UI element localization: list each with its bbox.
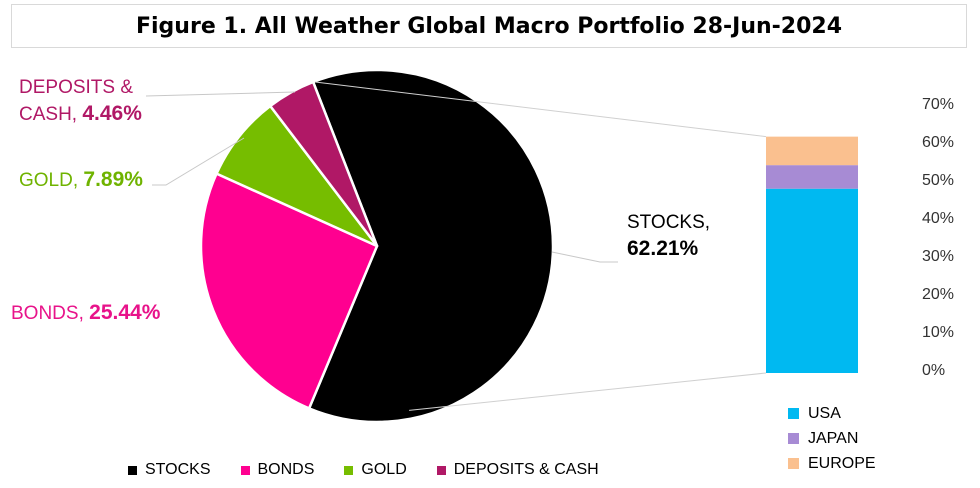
y-tick-label: 40% [922, 210, 955, 227]
bar-segment-usa [766, 188, 858, 373]
legend-label-japan: JAPAN [808, 429, 859, 447]
legend-label-bonds: BONDS [257, 461, 315, 478]
leader-line-gold [152, 137, 245, 186]
label-gold: GOLD, 7.89% [19, 167, 143, 194]
legend-swatch-gold [344, 465, 354, 475]
label-bonds-value: 25.44% [89, 301, 161, 324]
y-tick-label: 70% [922, 96, 955, 113]
legend-item-bonds: BONDS [240, 461, 315, 479]
label-deposits-value: 4.46% [82, 102, 142, 125]
legend-item-europe: EUROPE [788, 451, 876, 476]
bar-legend: USA JAPAN EUROPE [788, 401, 876, 476]
y-tick-label: 10% [922, 324, 955, 341]
label-stocks-value: 62.21% [627, 237, 699, 260]
legend-swatch-japan [788, 433, 799, 444]
label-stocks-name: STOCKS, [627, 212, 711, 233]
legend-swatch-europe [788, 458, 799, 469]
y-tick-label: 20% [922, 286, 955, 303]
legend-label-gold: GOLD [361, 461, 407, 478]
title-box: Figure 1. All Weather Global Macro Portf… [11, 4, 967, 48]
legend-swatch-stocks [128, 465, 137, 475]
legend-swatch-deposits [436, 465, 446, 475]
leader-line-stocks [551, 251, 618, 263]
label-deposits-name-2: CASH, [19, 104, 78, 125]
connector-line-top [315, 81, 767, 138]
leader-line-deposits [145, 91, 296, 97]
y-tick-label: 50% [922, 172, 955, 189]
y-tick-label: 30% [922, 248, 955, 265]
label-deposits: DEPOSITS & CASH, 4.46% [19, 75, 142, 128]
connector-line-bottom [409, 372, 767, 411]
bar-segment-japan [766, 165, 858, 189]
label-gold-value: 7.89% [83, 168, 143, 191]
y-tick-label: 0% [922, 362, 946, 379]
legend-item-deposits: DEPOSITS & CASH [436, 461, 599, 479]
legend-item-stocks: STOCKS [128, 461, 211, 479]
label-bonds-name: BONDS, [11, 303, 84, 324]
bar-segment-europe [766, 136, 858, 166]
y-tick-label: 60% [922, 134, 955, 151]
label-deposits-name-1: DEPOSITS & [19, 77, 134, 98]
pie-legend: STOCKS BONDS GOLD DEPOSITS & CASH [128, 461, 599, 479]
legend-label-stocks: STOCKS [145, 461, 211, 478]
pie-slice-bonds [199, 172, 379, 410]
legend-item-gold: GOLD [344, 461, 407, 479]
label-bonds: BONDS, 25.44% [11, 300, 160, 327]
pie-slice-stocks [307, 68, 555, 424]
label-stocks: STOCKS, 62.21% [627, 210, 710, 262]
chart-title: Figure 1. All Weather Global Macro Portf… [135, 13, 843, 39]
legend-swatch-usa [788, 408, 799, 419]
label-gold-name: GOLD, [19, 170, 79, 191]
legend-label-usa: USA [808, 404, 841, 422]
legend-label-deposits: DEPOSITS & CASH [453, 461, 599, 478]
legend-item-japan: JAPAN [788, 426, 876, 451]
legend-swatch-bonds [240, 465, 250, 475]
legend-item-usa: USA [788, 401, 876, 426]
legend-label-europe: EUROPE [808, 454, 876, 472]
